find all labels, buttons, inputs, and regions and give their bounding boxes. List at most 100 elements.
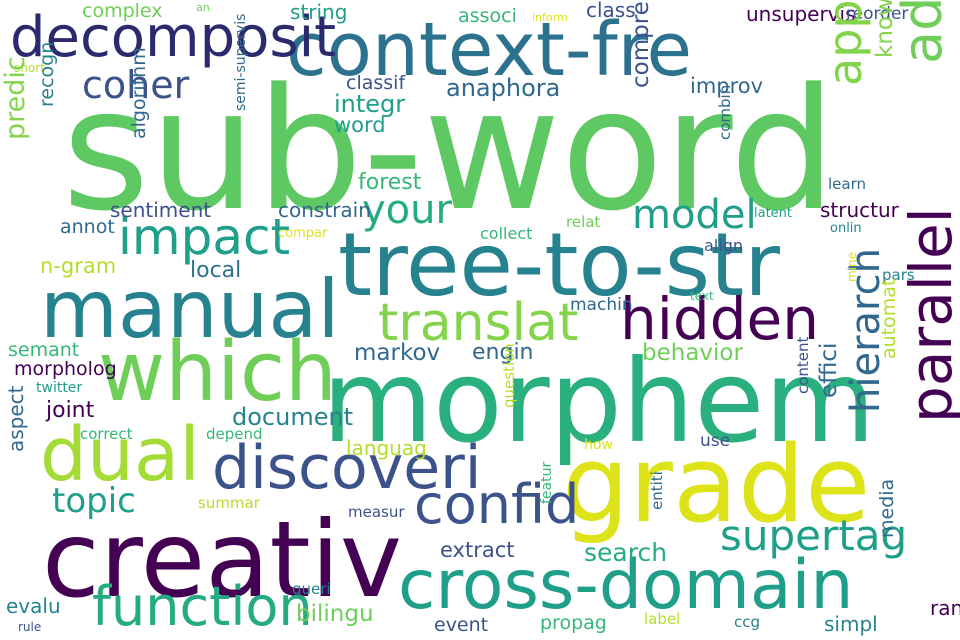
word-morpholog: string xyxy=(290,0,348,24)
word-relat: event xyxy=(434,614,489,636)
word-pars: morpholog xyxy=(14,358,117,380)
word-model: impact xyxy=(118,208,291,266)
word-combin: how xyxy=(584,437,613,453)
word-structur: recogn xyxy=(36,41,58,107)
word-anaphora: n-gram xyxy=(40,254,117,278)
word-mine: inform xyxy=(532,11,568,24)
word-rule: machin xyxy=(570,295,633,315)
word-parallel: depend xyxy=(206,425,263,443)
word-coher: approach xyxy=(818,0,872,86)
word-search: coher xyxy=(82,63,190,107)
word-forest: bilingu xyxy=(296,601,374,627)
word-reorder: local xyxy=(190,258,242,283)
word-word: search xyxy=(584,538,668,567)
word-topic: model xyxy=(632,192,757,238)
word-confid: function xyxy=(92,575,313,638)
word-simpl: reorder xyxy=(846,4,909,24)
word-bilingu: topic xyxy=(52,481,136,521)
word-queri: structur xyxy=(820,198,899,222)
word-sub-word: sub-word xyxy=(62,52,837,248)
word-aspect: latent xyxy=(754,206,793,221)
word-short: relat xyxy=(566,213,601,231)
word-twitter: languag xyxy=(346,436,427,460)
word-supertag: your xyxy=(362,187,452,233)
word-recogn: label xyxy=(644,610,681,628)
word-which: which xyxy=(98,325,337,420)
word-improv: constrain xyxy=(278,198,371,222)
word-translat: decomposit xyxy=(10,5,337,70)
word-effici: queri xyxy=(292,580,331,598)
word-how: align xyxy=(704,236,743,255)
word-content: semi-supervis xyxy=(233,13,249,111)
word-use: classif xyxy=(346,72,406,94)
word-behavior: predic xyxy=(0,56,31,140)
word-morphem: morphem xyxy=(322,335,876,468)
word-constrain: anaphora xyxy=(446,74,561,102)
word-media: compar xyxy=(278,226,328,241)
word-string: document xyxy=(232,403,354,431)
word-approach: question xyxy=(500,343,518,408)
word-align: evalu xyxy=(6,594,61,618)
word-collect: aspect xyxy=(4,385,28,452)
word-integr: effici xyxy=(816,342,842,398)
word-joint: markov xyxy=(354,340,441,366)
word-predic: measur xyxy=(348,503,405,521)
word-function: adapt xyxy=(891,0,954,64)
word-algorithm: onlin xyxy=(830,221,862,236)
word-ccg: annot xyxy=(60,216,115,238)
word-document: engin xyxy=(472,340,534,365)
word-manual: manual xyxy=(40,263,340,356)
word-extract: behavior xyxy=(642,340,743,366)
word-featur: short xyxy=(14,61,45,75)
word-rank: simpl xyxy=(824,612,878,636)
word-impact: translat xyxy=(378,293,579,353)
word-unsupervis: joint xyxy=(46,398,95,423)
word-hierarch: featur xyxy=(539,461,555,504)
word-measur: entiti xyxy=(648,471,666,510)
word-correct: media xyxy=(876,478,898,538)
word-learn: semant xyxy=(8,339,80,361)
word-evalu: associ xyxy=(458,5,517,27)
word-class: forest xyxy=(358,170,422,195)
word-summar: use xyxy=(700,431,731,451)
word-label: learn xyxy=(828,175,866,193)
word-your: confid xyxy=(414,473,580,536)
word-onlin: combin xyxy=(716,84,734,140)
word-depend: automat xyxy=(878,278,900,359)
word-comprehens: summar xyxy=(198,494,260,512)
word-hidden: parallel xyxy=(897,207,960,423)
word-inform: correct xyxy=(80,425,133,443)
word-languag: improv xyxy=(690,74,764,98)
word-latent: content xyxy=(794,336,812,394)
word-an: rank xyxy=(930,596,960,620)
word-adapt: twitter xyxy=(36,380,83,396)
word-tree-to-str: tree-to-str xyxy=(338,214,780,316)
word-grade: grade xyxy=(562,423,871,546)
word-automat: text xyxy=(690,289,714,303)
word-event: unsupervis xyxy=(746,2,856,26)
word-decomposit: hidden xyxy=(620,285,819,353)
word-associ: extract xyxy=(440,538,515,562)
word-classif: sentiment xyxy=(110,198,212,222)
word-engin: supertag xyxy=(720,511,908,560)
word-annot: algorithm xyxy=(128,47,150,139)
word-semant: complex xyxy=(82,0,163,22)
word-context-fre: context-fre xyxy=(286,7,692,93)
word-machin: propag xyxy=(540,612,607,634)
word-text: collect xyxy=(480,224,533,243)
word-local: integr xyxy=(334,90,406,118)
word-dual: dual xyxy=(40,412,200,498)
word-question: rule xyxy=(18,620,42,634)
word-propag: class xyxy=(586,0,636,22)
word-semi-supervis: an xyxy=(196,1,210,14)
word-cross-domain: cross-domain xyxy=(398,546,854,625)
word-complex: word xyxy=(334,113,386,137)
word-sentiment: knowledg xyxy=(872,0,898,58)
word-knowledg: ccg xyxy=(734,613,761,631)
word-entiti: mine xyxy=(845,251,859,282)
word-creativ: creativ xyxy=(42,499,403,621)
word-markov: comprehens xyxy=(628,0,654,88)
word-discoveri: discoveri xyxy=(212,433,482,503)
word-compar: pars xyxy=(882,266,915,284)
